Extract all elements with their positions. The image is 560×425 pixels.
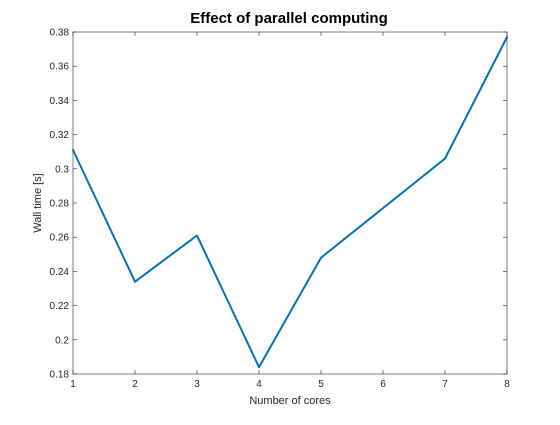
plot-area	[73, 32, 507, 374]
x-tick-label: 2	[132, 379, 138, 390]
x-tick-label: 1	[70, 379, 76, 390]
x-axis-label: Number of cores	[249, 395, 331, 407]
y-tick-label: 0.32	[50, 130, 70, 141]
y-tick-label: 0.26	[50, 233, 70, 244]
x-tick-label: 8	[504, 379, 510, 390]
y-tick-label: 0.18	[50, 370, 70, 381]
y-tick-label: 0.28	[50, 199, 70, 210]
x-tick-label: 6	[380, 379, 386, 390]
x-tick-label: 3	[194, 379, 200, 390]
y-tick-label: 0.22	[50, 301, 70, 312]
y-tick-label: 0.36	[50, 62, 70, 73]
x-tick-label: 4	[256, 379, 262, 390]
y-tick-label: 0.34	[50, 96, 70, 107]
y-tick-label: 0.38	[50, 28, 70, 39]
y-tick-label: 0.3	[55, 164, 69, 175]
chart-title: Effect of parallel computing	[190, 10, 388, 27]
x-tick-label: 5	[318, 379, 324, 390]
y-tick-label: 0.2	[55, 335, 69, 346]
y-axis-label: Wall time [s]	[32, 173, 44, 233]
y-tick-label: 0.24	[50, 267, 70, 278]
x-tick-label: 7	[442, 379, 448, 390]
